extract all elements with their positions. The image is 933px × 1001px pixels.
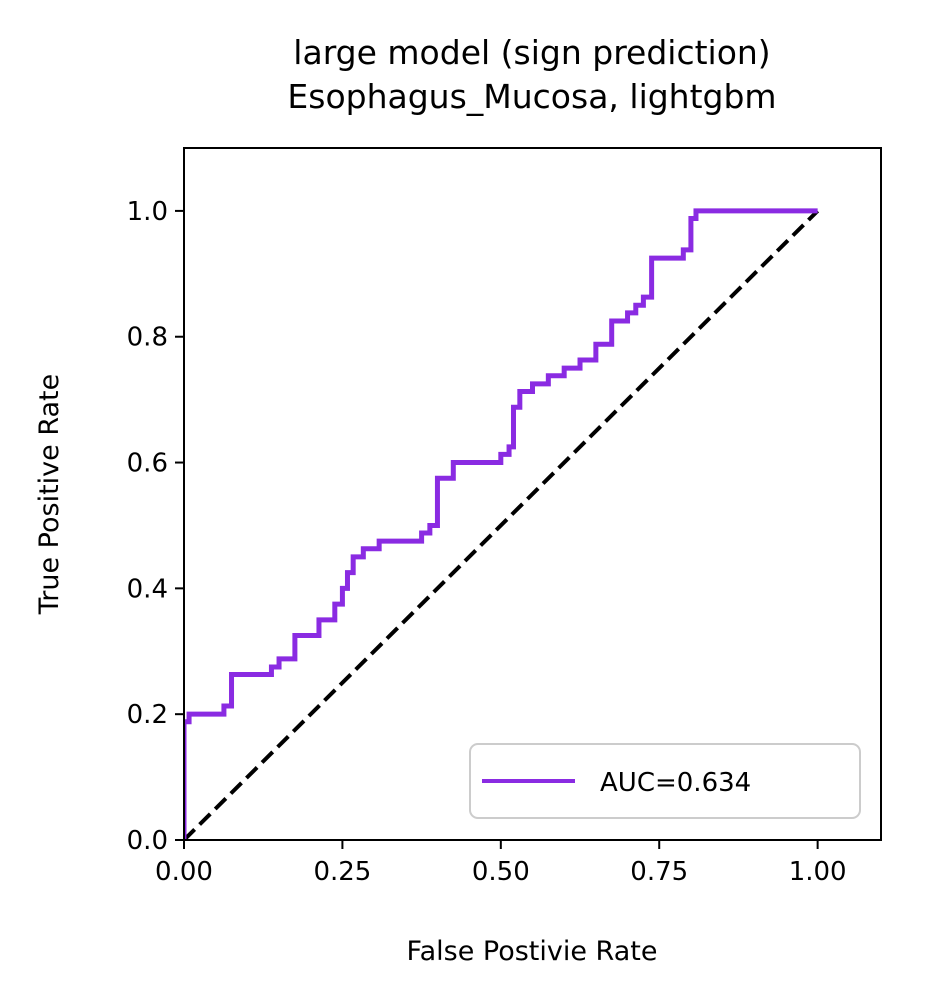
legend: AUC=0.634 <box>469 743 861 819</box>
chart-title-line-1: large model (sign prediction) <box>293 33 770 72</box>
chart-title: large model (sign prediction) Esophagus_… <box>287 33 776 116</box>
x-tick-label: 1.00 <box>789 857 847 887</box>
plot-frame <box>183 147 882 841</box>
chance-diagonal-line <box>184 209 820 840</box>
legend-box <box>469 743 861 819</box>
y-tick-label: 0.0 <box>127 826 168 856</box>
x-tick-label: 0.00 <box>155 857 213 887</box>
y-tick-label: 0.4 <box>127 574 168 604</box>
y-axis-label: True Positive Rate <box>34 374 65 616</box>
y-tick-label: 1.0 <box>127 197 168 227</box>
series-layer <box>184 208 820 840</box>
x-tick-label: 0.25 <box>313 857 371 887</box>
y-tick-label: 0.6 <box>127 449 168 479</box>
legend-label: AUC=0.634 <box>600 768 751 798</box>
x-axis-label: False Postivie Rate <box>407 936 658 967</box>
y-axis-ticks: 0.0 0.2 0.4 0.6 0.8 1.0 <box>127 197 184 856</box>
x-tick-label: 0.50 <box>472 857 530 887</box>
chart-title-line-2: Esophagus_Mucosa, lightgbm <box>287 77 776 116</box>
x-tick-label: 0.75 <box>630 857 688 887</box>
y-tick-label: 0.8 <box>127 323 168 353</box>
y-tick-label: 0.2 <box>127 700 168 730</box>
x-axis-ticks: 0.00 0.25 0.50 0.75 1.00 <box>155 840 847 887</box>
roc-curve-line <box>184 208 818 840</box>
